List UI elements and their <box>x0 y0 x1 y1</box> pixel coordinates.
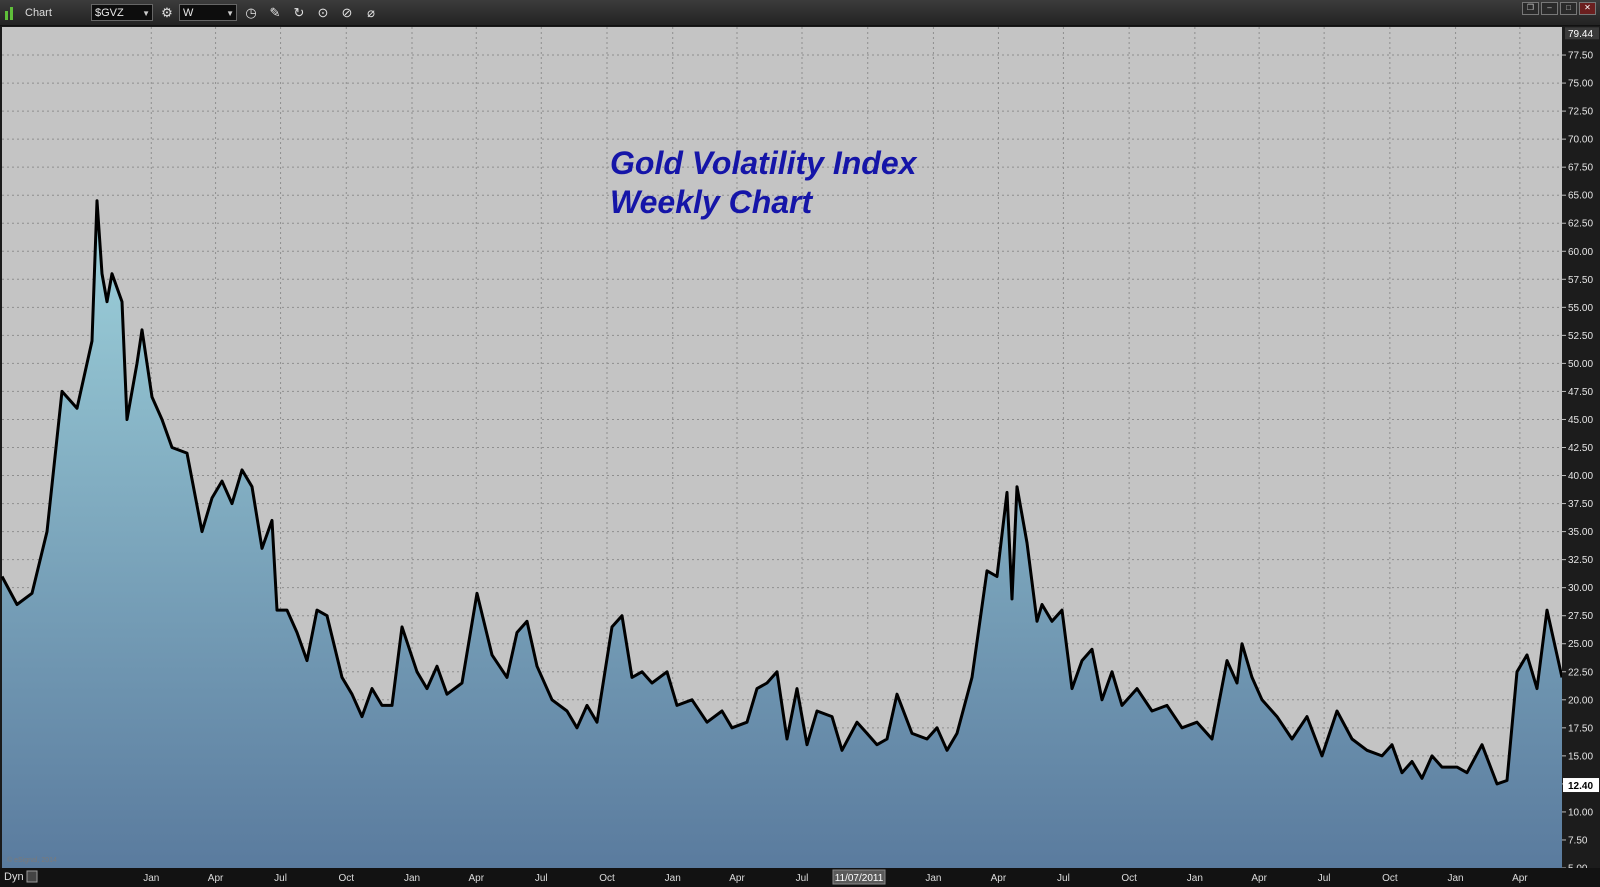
x-tick-label: Jul <box>1057 873 1070 884</box>
tag-icon[interactable]: ⌀ <box>367 4 375 20</box>
x-tick-label: Jan <box>665 873 681 884</box>
y-tick-label: 57.50 <box>1568 275 1593 286</box>
y-tick-label: 72.50 <box>1568 107 1593 118</box>
dyn-label[interactable]: Dyn <box>4 871 24 883</box>
cursor-date: 11/07/2011 <box>835 873 884 884</box>
series-area-fill <box>2 200 1562 869</box>
x-tick-label: Oct <box>599 873 615 884</box>
x-tick-label: Apr <box>469 873 485 884</box>
y-axis: 77.50 75.00 72.50 70.00 67.50 65.00 62.50 60.00… <box>1562 27 1600 875</box>
x-tick-label: Apr <box>991 873 1007 884</box>
cursor-date-box: 11/07/2011 <box>832 869 886 885</box>
y-tick-label: 50.00 <box>1568 359 1593 370</box>
x-tick-label: Jan <box>1448 873 1464 884</box>
symbol-input[interactable]: $GVZ ▼ <box>91 4 153 21</box>
x-tick-label: Oct <box>1121 873 1137 884</box>
series-line <box>0 199 1564 786</box>
y-tick-label: 17.50 <box>1568 723 1593 734</box>
restore-icon[interactable]: ❐ <box>1522 2 1539 15</box>
chart-title: Gold Volatility Index <box>610 145 918 181</box>
x-tick-label: Apr <box>1251 873 1267 884</box>
x-tick-label: Jul <box>274 873 287 884</box>
y-tick-label: 77.50 <box>1568 51 1593 62</box>
y-tick-label: 60.00 <box>1568 247 1593 258</box>
x-tick-label: Apr <box>1512 873 1528 884</box>
y-tick-label: 42.50 <box>1568 443 1593 454</box>
y-tick-label: 52.50 <box>1568 331 1593 342</box>
interval-value: W <box>183 7 194 19</box>
chevron-down-icon[interactable]: ▼ <box>142 9 150 18</box>
x-tick-label: Oct <box>1382 873 1398 884</box>
y-tick-label: 67.50 <box>1568 163 1593 174</box>
y-tick-label: 32.50 <box>1568 555 1593 566</box>
y-tick-label: 37.50 <box>1568 499 1593 510</box>
y-tick-label: 35.00 <box>1568 527 1593 538</box>
scroll-lock-icon[interactable] <box>26 870 38 883</box>
chart-toolbar: Chart $GVZ ▼ ⚙ W ▼ ◷ ✎ ↻ ⊙ ⊘ ⌀ ❐ – □ ✕ <box>0 0 1600 26</box>
y-tick-label: 65.00 <box>1568 191 1593 202</box>
watermark: © eSignal, 2014 <box>7 856 57 864</box>
interval-select[interactable]: W ▼ <box>179 4 237 21</box>
pencil-icon[interactable]: ✎ <box>269 4 281 20</box>
maximize-icon[interactable]: □ <box>1560 2 1577 15</box>
top-value-box <box>1565 27 1599 40</box>
x-axis: Jan Apr Jul Oct Jan Apr Jul Oct Jan Apr Jul Oct Jan A… <box>0 868 1600 887</box>
refresh-icon[interactable]: ↻ <box>293 4 305 20</box>
y-tick-label: 30.00 <box>1568 583 1593 594</box>
settings-icon[interactable]: ⚙ <box>161 4 173 20</box>
cursor-date-bg <box>832 869 886 885</box>
y-tick-label: 22.50 <box>1568 667 1593 678</box>
x-tick-label: Jul <box>1318 873 1331 884</box>
clock-icon[interactable]: ◷ <box>245 4 257 20</box>
symbol-value: $GVZ <box>95 7 124 19</box>
zoom-icon[interactable]: ⊘ <box>341 4 353 20</box>
play-icon[interactable]: ⊙ <box>317 4 329 20</box>
x-tick-label: Oct <box>339 873 355 884</box>
y-tick-label: 47.50 <box>1568 387 1593 398</box>
chart-subtitle: Weekly Chart <box>610 184 814 220</box>
y-tick-label: 27.50 <box>1568 611 1593 622</box>
minimize-icon[interactable]: – <box>1541 2 1558 15</box>
chevron-down-icon[interactable]: ▼ <box>226 9 234 18</box>
top-value-label: 79.44 <box>1568 29 1593 40</box>
last-value-label: 12.40 <box>1568 781 1593 792</box>
chart-window-icon <box>5 6 19 20</box>
x-tick-label: Jan <box>925 873 941 884</box>
y-tick-label: 55.00 <box>1568 303 1593 314</box>
close-icon[interactable]: ✕ <box>1579 2 1596 15</box>
x-tick-label: Jan <box>404 873 420 884</box>
window-label: Chart <box>25 6 52 19</box>
y-tick-label: 25.00 <box>1568 639 1593 650</box>
y-tick-label: 20.00 <box>1568 695 1593 706</box>
y-tick-label: 10.00 <box>1568 807 1593 818</box>
y-axis-panel <box>1562 27 1600 868</box>
x-tick-label: Jul <box>535 873 548 884</box>
x-axis-panel <box>0 868 1600 887</box>
x-tick-label: Apr <box>208 873 224 884</box>
y-tick-label: 40.00 <box>1568 471 1593 482</box>
y-tick-label: 75.00 <box>1568 79 1593 90</box>
y-tick-label: 45.00 <box>1568 415 1593 426</box>
x-tick-label: Apr <box>729 873 745 884</box>
x-tick-label: Jan <box>1187 873 1203 884</box>
y-tick-label: 7.50 <box>1568 835 1588 846</box>
x-tick-label: Jan <box>143 873 159 884</box>
window-controls: ❐ – □ ✕ <box>1522 2 1596 15</box>
y-tick-label: 15.00 <box>1568 751 1593 762</box>
last-value-box <box>1563 778 1599 793</box>
x-tick-label: Jul <box>796 873 809 884</box>
y-tick-label: 62.50 <box>1568 219 1593 230</box>
y-tick-label: 70.00 <box>1568 135 1593 146</box>
